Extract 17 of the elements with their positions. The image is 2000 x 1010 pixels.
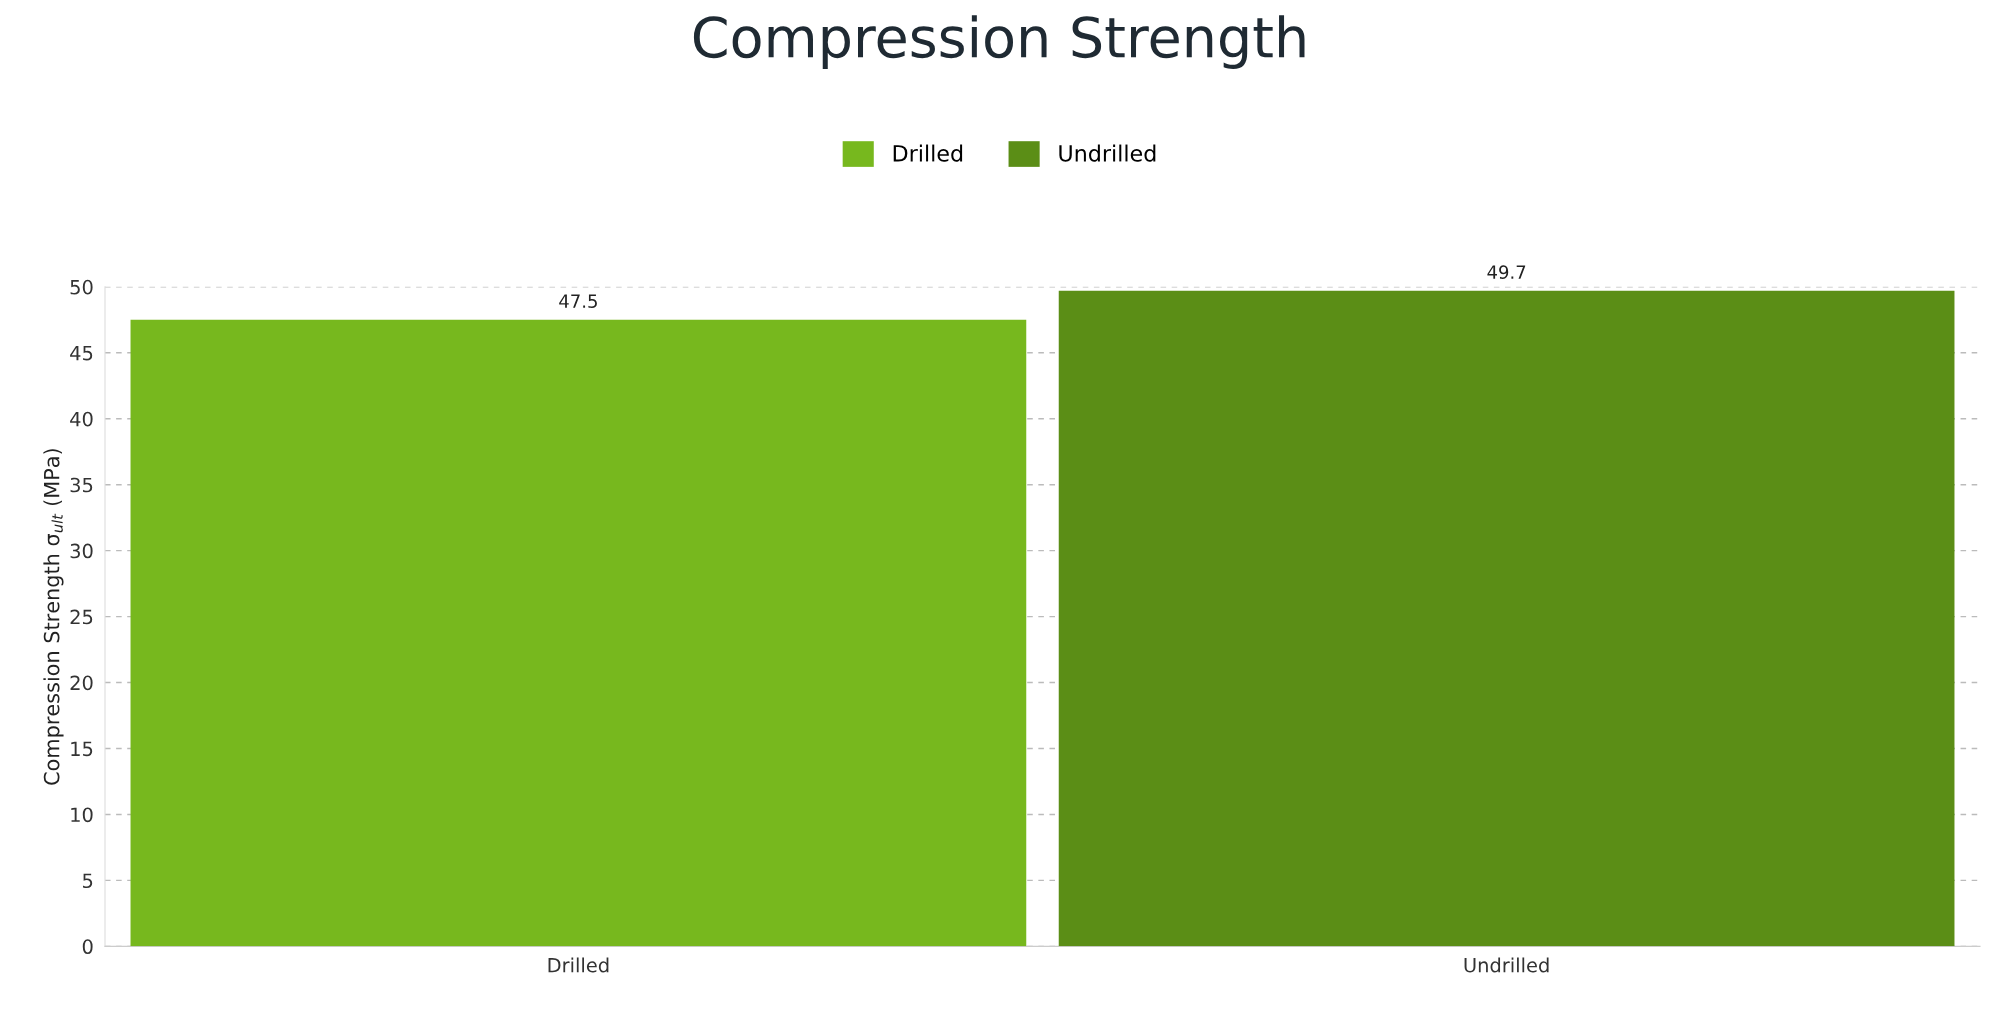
y-tick-label: 10 [71,807,93,823]
y-tick-label: 15 [71,741,93,757]
chart-title: Compression Strength [693,15,1305,69]
y-tick-label: 40 [70,411,93,427]
y-tick-label: 45 [70,346,93,361]
legend-label: Undrilled [1059,144,1156,162]
y-axis-title: Compression Strength σ$_{ult}$ (MPa) [43,449,64,785]
y-tick-label: 5 [83,873,93,889]
y-tick-label: 0 [82,939,93,955]
y-tick-label: 25 [70,609,93,625]
y-tick-label: 30 [70,543,93,559]
data-label: 47.5 [559,294,597,308]
legend-label: Drilled [893,144,963,162]
y-tick-label: 50 [70,279,93,295]
y-tick-label: 20 [70,675,93,691]
data-label: 49.7 [1487,265,1526,279]
y-tick-label: 35 [70,477,93,493]
